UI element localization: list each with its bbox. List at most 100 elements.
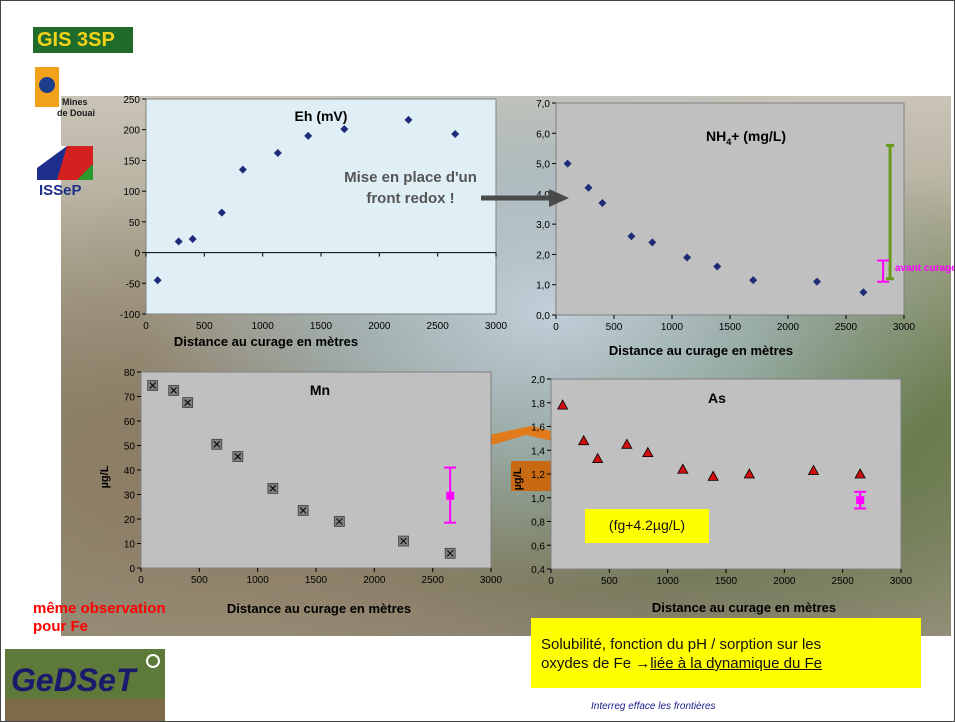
eh-xtick-label: 500 xyxy=(196,321,213,332)
nh4-xtick-label: 2000 xyxy=(777,322,800,333)
as-data-point xyxy=(577,434,590,446)
nh4-title-part2: + (mg/L) xyxy=(731,128,786,144)
mn-ylabel: µg/L xyxy=(99,465,111,488)
mn-xtick-label: 2500 xyxy=(422,575,445,586)
eh-data-point xyxy=(340,125,349,134)
nh4-xtick-label: 500 xyxy=(606,322,623,333)
eh-data-point xyxy=(153,276,162,285)
as-data-point xyxy=(743,468,756,479)
eh-xtick-label: 3000 xyxy=(485,321,508,332)
avant-curage-label: avant curage xyxy=(895,263,955,274)
eh-ytick-label: 100 xyxy=(123,187,140,198)
mn-data-point xyxy=(168,384,180,396)
redox-label-line1: Mise en place d'un xyxy=(344,169,477,186)
nh4-data-point xyxy=(713,262,722,271)
mn-ytick-label: 30 xyxy=(124,491,136,502)
same-observation-line1: même observation xyxy=(33,600,166,617)
nh4-data-point xyxy=(627,232,636,241)
redox-label: Mise en place d'un front redox ! xyxy=(323,167,498,209)
mn-xtick-label: 3000 xyxy=(480,575,503,586)
nh4-ytick-label: 6,0 xyxy=(536,129,550,140)
mn-data-point xyxy=(444,547,456,559)
as-ylabel: µg/L xyxy=(512,467,524,490)
nh4-data-point xyxy=(683,253,692,262)
eh-xtick-label: 0 xyxy=(143,321,149,332)
mn-xlabel: Distance au curage en mètres xyxy=(227,601,411,616)
same-observation-note: même observation pour Fe xyxy=(33,600,166,636)
as-ytick-label: 1,2 xyxy=(531,470,545,481)
mn-xtick-label: 0 xyxy=(138,575,144,586)
eh-ytick-label: 0 xyxy=(134,249,140,260)
redox-arrow xyxy=(481,189,569,207)
nh4-xtick-label: 3000 xyxy=(893,322,916,333)
mn-marker-cross xyxy=(149,382,157,389)
mn-marker-cross xyxy=(299,507,307,514)
mn-data-point xyxy=(267,482,279,494)
as-data-point xyxy=(621,438,633,449)
as-ytick-label: 2,0 xyxy=(531,375,545,386)
mn-data-point xyxy=(182,397,194,409)
mn-data-point xyxy=(297,505,309,516)
mn-data-point xyxy=(211,438,223,450)
nh4-ytick-label: 1,0 xyxy=(536,281,550,292)
nh4-ytick-label: 5,0 xyxy=(536,160,550,171)
mn-data-point xyxy=(333,516,345,527)
solubility-box xyxy=(531,618,921,688)
as-title: As xyxy=(708,390,726,406)
as-data-point xyxy=(677,463,689,474)
nh4-data-point xyxy=(859,288,868,297)
mn-title: Mn xyxy=(310,382,330,398)
as-ytick-label: 1,8 xyxy=(531,399,545,410)
as-xtick-label: 2500 xyxy=(832,576,855,587)
mn-ytick-label: 20 xyxy=(124,515,136,526)
gis-3sp-logo: GIS 3SP xyxy=(33,27,133,53)
as-xlabel: Distance au curage en mètres xyxy=(652,600,836,615)
eh-ytick-label: 200 xyxy=(123,126,140,137)
eh-xtick-label: 2000 xyxy=(368,321,391,332)
fg-label: (fg+4.2µg/L) xyxy=(608,517,686,533)
svg-text:Mines: Mines xyxy=(62,97,88,107)
as-ytick-label: 1,0 xyxy=(531,494,545,505)
nh4-data-point xyxy=(598,198,607,207)
as-ytick-label: 0,4 xyxy=(531,565,545,576)
nh4-xtick-label: 0 xyxy=(553,322,559,333)
eh-ytick-label: 50 xyxy=(129,218,141,229)
mn-marker-cross xyxy=(335,518,343,525)
nh4-ytick-label: 0,0 xyxy=(536,311,550,322)
as-data-point xyxy=(591,452,604,463)
mn-ytick-label: 80 xyxy=(124,368,136,379)
eh-data-point xyxy=(238,165,247,174)
footer-note: Interreg efface les frontières xyxy=(591,701,716,712)
mn-ytick-label: 10 xyxy=(124,540,136,551)
as-xtick-label: 500 xyxy=(601,576,618,587)
mn-chart: 0 10 20 30 40 50 60 70 80 0 500 1000 1500 2000 2500 300… xyxy=(99,368,503,616)
solubility-line1: Solubilité, fonction du pH / sorption su… xyxy=(541,636,822,653)
gedset-logo: GeDSeT xyxy=(5,649,165,721)
eh-data-point xyxy=(217,208,226,217)
nh4-title-sub: 4 xyxy=(726,137,731,147)
issep-logo: ISSeP xyxy=(37,146,93,198)
solubility-text: Solubilité, fonction du pH / sorption su… xyxy=(541,635,921,673)
as-data-point xyxy=(556,399,569,410)
eh-xtick-label: 1500 xyxy=(310,321,333,332)
mines-de-douai-logo: Mines de Douai xyxy=(35,67,95,118)
nh4-xtick-label: 1500 xyxy=(719,322,742,333)
as-xtick-label: 3000 xyxy=(890,576,913,587)
svg-text:GeDSeT: GeDSeT xyxy=(11,662,138,698)
mn-marker-cross xyxy=(184,399,192,406)
mn-xtick-label: 1500 xyxy=(305,575,328,586)
as-data-point xyxy=(642,446,654,458)
eh-plot-area xyxy=(145,98,497,315)
eh-ytick-label: 250 xyxy=(123,95,140,106)
as-data-point xyxy=(707,470,719,481)
svg-text:ISSeP: ISSeP xyxy=(39,182,82,198)
eh-ytick-label: 150 xyxy=(123,156,140,167)
nh4-ytick-label: 3,0 xyxy=(536,220,550,231)
mn-data-point xyxy=(232,451,244,462)
eh-data-point xyxy=(273,149,282,158)
as-ytick-label: 0,8 xyxy=(531,518,545,529)
eh-data-point xyxy=(188,235,197,244)
eh-data-point xyxy=(404,115,413,124)
mn-marker-cross xyxy=(400,537,407,545)
